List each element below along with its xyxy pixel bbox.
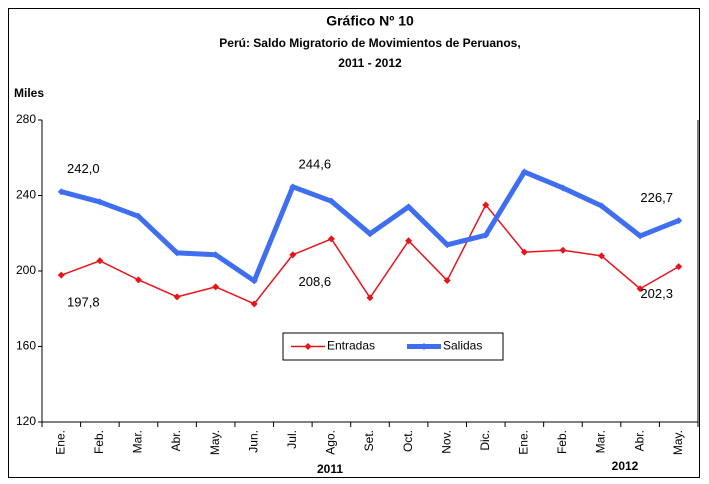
data-point bbox=[57, 271, 65, 279]
data-point bbox=[250, 300, 258, 308]
x-tick-label: Feb. bbox=[555, 430, 569, 454]
x-tick-label: May. bbox=[208, 430, 222, 455]
data-point bbox=[134, 212, 142, 220]
chart-border bbox=[8, 8, 700, 478]
data-point bbox=[289, 183, 297, 191]
chart-subtitle: 2011 - 2012 bbox=[338, 56, 402, 70]
x-tick-label: Abr. bbox=[169, 430, 183, 451]
data-point bbox=[443, 241, 451, 249]
legend-marker bbox=[420, 343, 428, 350]
data-label: 197,8 bbox=[67, 295, 100, 310]
chart-subtitle: Perú: Saldo Migratorio de Movimientos de… bbox=[219, 36, 520, 50]
data-point bbox=[482, 201, 490, 209]
data-point bbox=[250, 277, 258, 285]
chart-title: Gráfico Nº 10 bbox=[326, 13, 414, 29]
data-point bbox=[327, 197, 335, 205]
legend-label: Salidas bbox=[443, 339, 482, 353]
x-tick-label: Feb. bbox=[92, 430, 106, 454]
data-label: 242,0 bbox=[67, 161, 100, 176]
data-point bbox=[96, 198, 104, 206]
data-point bbox=[212, 283, 220, 291]
data-label: 226,7 bbox=[640, 190, 673, 205]
data-point bbox=[173, 249, 181, 257]
x-tick-label: Abr. bbox=[632, 430, 646, 451]
data-point bbox=[675, 263, 683, 271]
data-label: 244,6 bbox=[299, 156, 332, 171]
legend-label: Entradas bbox=[327, 339, 375, 353]
data-point bbox=[212, 251, 220, 259]
data-point bbox=[636, 285, 644, 293]
data-point bbox=[289, 251, 297, 259]
y-tick-label: 120 bbox=[16, 414, 36, 428]
data-point bbox=[636, 232, 644, 240]
x-tick-label: Mar. bbox=[131, 430, 145, 453]
data-label: 208,6 bbox=[299, 274, 332, 289]
y-tick-label: 200 bbox=[16, 263, 36, 277]
x-tick-label: Mar. bbox=[594, 430, 608, 453]
y-tick-label: 240 bbox=[16, 188, 36, 202]
data-point bbox=[405, 203, 413, 211]
legend-marker bbox=[304, 343, 312, 350]
x-group-label: 2011 bbox=[317, 462, 343, 476]
data-point bbox=[482, 231, 490, 239]
data-point bbox=[327, 235, 335, 243]
x-tick-label: Ene. bbox=[517, 430, 531, 455]
x-group-label: 2012 bbox=[612, 459, 639, 473]
y-tick-label: 160 bbox=[16, 339, 36, 353]
data-point bbox=[598, 252, 606, 260]
x-tick-label: Oct. bbox=[401, 430, 415, 452]
x-tick-label: Dic. bbox=[478, 430, 492, 451]
data-point bbox=[405, 237, 413, 245]
data-point bbox=[366, 294, 374, 302]
x-tick-label: Set. bbox=[362, 430, 376, 451]
data-point bbox=[559, 184, 567, 192]
y-axis-label: Miles bbox=[14, 86, 44, 100]
x-tick-label: May. bbox=[671, 430, 685, 455]
data-point bbox=[520, 248, 528, 256]
y-tick-label: 280 bbox=[16, 112, 36, 126]
data-point bbox=[559, 246, 567, 254]
data-point bbox=[675, 217, 683, 225]
x-tick-label: Jun. bbox=[246, 430, 260, 453]
x-tick-label: Nov. bbox=[439, 430, 453, 454]
x-tick-label: Ago. bbox=[324, 430, 338, 455]
data-point bbox=[366, 230, 374, 238]
data-point bbox=[134, 276, 142, 284]
data-point bbox=[443, 276, 451, 284]
x-tick-label: Jul. bbox=[285, 430, 299, 449]
data-point bbox=[598, 202, 606, 210]
data-point bbox=[96, 257, 104, 265]
data-point bbox=[57, 188, 65, 196]
data-point bbox=[520, 168, 528, 176]
data-label: 202,3 bbox=[640, 286, 673, 301]
data-point bbox=[173, 293, 181, 301]
x-tick-label: Ene. bbox=[53, 430, 67, 455]
